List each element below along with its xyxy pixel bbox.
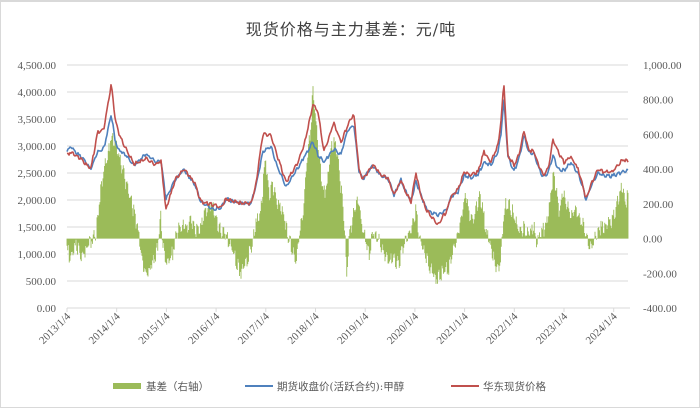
left-axis-tick-label: 1,000.00: [18, 249, 57, 261]
right-axis-tick-label: 200.00: [643, 199, 674, 211]
spot-line: [66, 83, 629, 226]
x-axis-tick-label: 2016/1/4: [186, 310, 222, 346]
basis-bar-series: [66, 86, 629, 284]
left-axis-tick-label: 4,000.00: [18, 87, 57, 99]
left-axis-tick-label: 0.00: [37, 303, 57, 315]
right-axis-tick-label: -400.00: [643, 303, 677, 315]
legend: 基差（右轴） 期货收盘价(活跃合约):甲醇 华东现货价格: [1, 377, 700, 395]
right-axis-tick-label: 800.00: [643, 95, 674, 107]
right-axis-tick-label: 1,000.00: [643, 60, 682, 72]
right-axis-tick-label: 0.00: [643, 234, 663, 246]
legend-label-spot: 华东现货价格: [483, 380, 546, 393]
chart-title: 现货价格与主力基差：元/吨: [245, 20, 457, 39]
left-axis-tick-label: 3,500.00: [18, 114, 57, 126]
left-axis-tick-label: 2,000.00: [18, 195, 57, 207]
legend-item-basis: 基差（右轴）: [113, 377, 209, 395]
x-axis-tick-label: 2014/1/4: [87, 310, 123, 346]
x-axis-tick-label: 2020/1/4: [385, 310, 421, 346]
x-axis-tick-label: 2015/1/4: [136, 310, 172, 346]
legend-swatch-spot: [451, 385, 479, 387]
left-axis-tick-label: 2,500.00: [18, 168, 57, 180]
futures-line: [66, 99, 629, 218]
left-axis-tick-label: 500.00: [26, 276, 57, 288]
left-axis-tick-label: 4,500.00: [18, 60, 57, 72]
basis-bars: [66, 86, 629, 284]
legend-item-futures: 期货收盘价(活跃合约):甲醇: [245, 377, 404, 395]
x-axis-tick-label: 2024/1/4: [584, 310, 620, 346]
x-axis-tick-label: 2017/1/4: [236, 310, 272, 346]
x-axis-tick-label: 2018/1/4: [285, 310, 321, 346]
legend-label-futures: 期货收盘价(活跃合约):甲醇: [277, 380, 405, 393]
right-axis-tick-label: 600.00: [643, 129, 674, 141]
legend-label-basis: 基差（右轴）: [146, 380, 209, 393]
x-axis-tick-label: 2013/1/4: [37, 310, 73, 346]
legend-swatch-basis: [113, 383, 141, 389]
x-axis-tick-label: 2019/1/4: [335, 310, 371, 346]
left-axis-tick-label: 3,000.00: [18, 141, 57, 153]
x-axis-tick-label: 2023/1/4: [534, 310, 570, 346]
legend-swatch-futures: [245, 385, 273, 387]
right-axis-tick-label: -200.00: [643, 268, 677, 280]
right-axis-tick-label: 400.00: [643, 164, 674, 176]
line-series: [66, 83, 629, 226]
x-axis-tick-label: 2021/1/4: [435, 310, 471, 346]
left-axis-tick-label: 1,500.00: [18, 222, 57, 234]
x-axis-tick-label: 2022/1/4: [484, 310, 520, 346]
legend-item-spot: 华东现货价格: [451, 377, 546, 395]
